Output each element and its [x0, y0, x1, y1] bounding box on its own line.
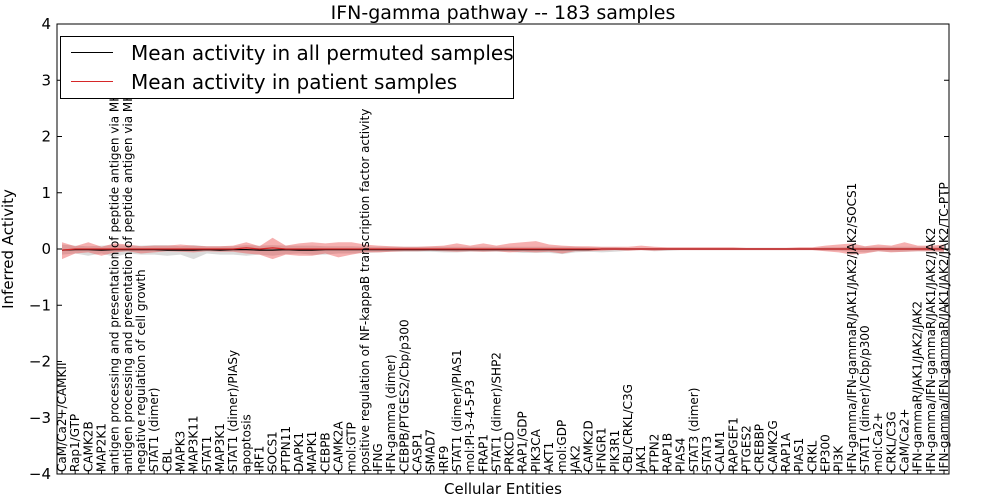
x-tick-label: CAMK2A — [331, 421, 345, 472]
y-tick-label: 1 — [41, 184, 51, 202]
x-tick-label: CASP1 — [410, 433, 424, 472]
y-axis-label: Inferred Activity — [0, 189, 17, 309]
y-tick-label: 3 — [41, 71, 51, 89]
x-tick-label: PIAS4 — [674, 438, 688, 472]
y-tick-label: −4 — [29, 465, 51, 483]
x-tick-label: RAPGEF1 — [726, 417, 740, 472]
x-tick-label: FRAP1 — [476, 434, 490, 472]
x-tick-label: PIAS1 — [792, 438, 806, 472]
x-tick-label: PIK3CA — [529, 428, 543, 472]
x-tick-label: STAT1 — [200, 436, 214, 472]
x-tick-label: PRKCD — [503, 432, 517, 472]
x-tick-label: CBL/CRKL/C3G — [621, 384, 635, 472]
x-tick-label: MAP3K11 — [187, 415, 201, 472]
x-tick-label: antigen processing and presentation of p… — [121, 40, 135, 472]
x-tick-label: mol:GTP — [345, 422, 359, 472]
y-tick-label: 4 — [41, 15, 51, 33]
x-tick-label: PTPN11 — [279, 426, 293, 472]
x-tick-label: STAT1 (dimer)/PIAS1 — [450, 349, 464, 472]
y-tick-label: 2 — [41, 128, 51, 146]
x-tick-label: antigen processing and presentation of p… — [108, 43, 122, 472]
x-tick-label: IRF1 — [253, 446, 267, 472]
x-tick-label: PI3K — [832, 445, 846, 472]
x-axis-label: Cellular Entities — [444, 480, 562, 498]
legend-item-patient: Mean activity in patient samples — [69, 68, 509, 96]
legend-label-permuted: Mean activity in all permuted samples — [131, 41, 514, 65]
x-tick-label: CAMK2B — [81, 421, 95, 472]
chart-title: IFN-gamma pathway -- 183 samples — [331, 2, 676, 24]
x-tick-label: DAPK1 — [292, 432, 306, 472]
y-tick-label: −3 — [29, 409, 51, 427]
x-tick-label: AKT1 — [542, 442, 556, 472]
y-tick-label: 0 — [41, 240, 51, 258]
x-tick-label: IFNG — [371, 443, 385, 472]
line-patient — [61, 247, 944, 251]
x-tick-label: RAP1A — [779, 432, 793, 472]
x-tick-label: PIK3R1 — [608, 430, 622, 472]
x-tick-label: JAK2 — [568, 445, 582, 473]
x-tick-label: MAP2K1 — [95, 423, 109, 472]
x-tick-label: MAPK3 — [174, 431, 188, 472]
x-tick-label: CaM/Ca2+/CAMKII — [55, 363, 69, 472]
x-tick-label: CAMK2D — [582, 420, 596, 472]
legend-swatch-patient — [71, 81, 113, 82]
x-tick-label: EP300 — [819, 434, 833, 472]
x-tick-label: MAP3K1 — [213, 423, 227, 472]
x-tick-label: SOCS1 — [266, 431, 280, 472]
y-tick-label: −1 — [29, 296, 51, 314]
x-tick-label: STAT3 (dimer) — [687, 388, 701, 472]
x-tick-label: STAT3 — [700, 436, 714, 472]
x-tick-label: IFNGR1 — [595, 427, 609, 472]
x-tick-label: CEBPB/PTGES2/Cbp/p300 — [397, 319, 411, 472]
x-tick-label: RAP1B — [661, 433, 675, 472]
legend-item-permuted: Mean activity in all permuted samples — [69, 39, 514, 67]
x-tick-label: IFN-gamma/IFN-gammaR/JAK1/JAK2/JAK2 — [924, 227, 938, 472]
x-tick-label: CAMK2G — [766, 420, 780, 472]
legend: Mean activity in all permuted samples Me… — [60, 36, 514, 99]
x-tick-label: MAPK1 — [305, 431, 319, 472]
x-tick-label: CRKL/C3G — [884, 411, 898, 472]
x-tick-label: mol:Ca2+ — [871, 412, 885, 472]
x-tick-label: CaM/Ca2+ — [898, 408, 912, 472]
x-tick-label: mol:PI-3-4-5-P3 — [463, 380, 477, 472]
x-tick-label: IFN-gamma (dimer) — [384, 354, 398, 472]
legend-swatch-permuted — [71, 52, 113, 53]
x-tick-label: CALM1 — [713, 431, 727, 472]
x-tick-label: IFN-gamma/IFN-gammaR/JAK1/JAK2/JAK2/TC-P… — [937, 182, 951, 472]
x-tick-label: CBL — [160, 448, 174, 472]
x-tick-label: CRKL — [805, 440, 819, 472]
x-tick-label: IFN-gamma/IFN-gammaR/JAK1/JAK2/JAK2/SOCS… — [845, 183, 859, 472]
x-tick-label: SMAD7 — [424, 429, 438, 472]
x-tick-label: PTPN2 — [647, 434, 661, 472]
x-tick-label: apoptosis — [239, 414, 253, 472]
y-tick-label: −2 — [29, 353, 51, 371]
plot-frame — [56, 23, 950, 475]
x-tick-label: CREBBP — [753, 424, 767, 472]
x-tick-label: PTGES2 — [740, 425, 754, 472]
x-tick-label: STAT1 (dimer) — [147, 388, 161, 472]
x-tick-label: JAK1 — [634, 445, 648, 473]
x-tick-label: IFN-gammaR/JAK1/JAK2/JAK2 — [911, 301, 925, 472]
x-tick-label: RAP1/GDP — [516, 411, 530, 472]
x-tick-label: negative regulation of cell growth — [134, 269, 148, 472]
x-tick-label: STAT1 (dimer)/PIASy — [226, 350, 240, 472]
x-tick-label: IRF9 — [437, 446, 451, 472]
x-tick-label: mol:GDP — [555, 420, 569, 472]
x-tick-label: Rap1/GTP — [68, 414, 82, 472]
x-tick-label: CEBPB — [318, 432, 332, 472]
legend-label-patient: Mean activity in patient samples — [131, 70, 458, 94]
x-tick-label: STAT1 (dimer)/SHP2 — [489, 352, 503, 472]
x-tick-label: positive regulation of NF-kappaB transcr… — [358, 109, 372, 472]
x-tick-label: STAT1 (dimer)/Cbp/p300 — [858, 325, 872, 472]
